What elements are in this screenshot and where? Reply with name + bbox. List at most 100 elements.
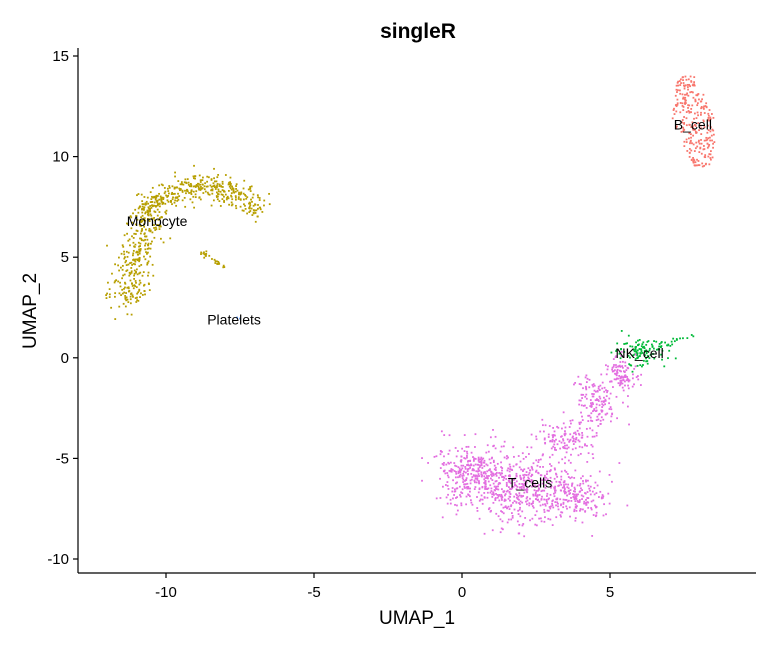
- B_cell-point: [700, 111, 702, 114]
- Monocyte-point: [144, 244, 146, 247]
- T_cells-point: [440, 430, 443, 433]
- T_cells-point: [452, 479, 454, 482]
- T_cells-point: [510, 512, 513, 514]
- T_cells-point: [518, 502, 520, 504]
- T_cells-point: [560, 511, 563, 514]
- T_cells-point: [500, 493, 503, 496]
- NK_cell-point: [660, 353, 663, 356]
- Monocyte-point: [227, 197, 230, 200]
- T_cells-point: [435, 497, 438, 500]
- T_cells-point: [455, 471, 457, 473]
- B_cell-point: [694, 125, 697, 127]
- T_cells-point: [527, 476, 530, 479]
- Monocyte-point: [142, 223, 145, 226]
- B_cell-point: [683, 128, 686, 131]
- T_cells-point: [513, 481, 516, 484]
- T_cells-point: [585, 393, 588, 396]
- T_cells-point: [477, 463, 480, 466]
- B_cell-point: [687, 104, 689, 107]
- T_cells-point: [466, 482, 469, 485]
- Monocyte-point: [169, 237, 172, 240]
- Monocyte-point: [153, 201, 156, 204]
- B_cell-point: [702, 145, 705, 147]
- NK_cell-point: [645, 350, 648, 353]
- B_cell-point: [673, 113, 676, 115]
- T_cells-point: [538, 517, 541, 520]
- T_cells-point: [544, 424, 547, 427]
- Monocyte-point: [168, 185, 171, 187]
- T_cells-point: [579, 509, 581, 512]
- T_cells-point: [577, 432, 580, 435]
- T_cells-point: [466, 456, 468, 459]
- B_cell-point: [704, 154, 707, 157]
- T_cells-point: [536, 494, 539, 497]
- Monocyte-point: [136, 194, 138, 197]
- T_cells-point: [554, 489, 556, 492]
- T_cells-point: [582, 480, 584, 482]
- T_cells-point: [572, 435, 574, 438]
- B_cell-point: [686, 86, 689, 88]
- T_cells-point: [469, 499, 472, 502]
- T_cells-point: [439, 477, 441, 480]
- T_cells-point: [581, 415, 583, 418]
- T_cells-point: [497, 483, 500, 486]
- Monocyte-point: [140, 230, 143, 233]
- T_cells-point: [467, 445, 470, 448]
- Monocyte-point: [134, 280, 137, 282]
- Monocyte-point: [203, 253, 206, 256]
- Monocyte-point: [147, 210, 150, 213]
- Monocyte-point: [154, 197, 157, 200]
- Monocyte-point: [248, 207, 251, 210]
- T_cells-point: [575, 509, 578, 512]
- Monocyte-point: [238, 191, 240, 194]
- T_cells-point: [615, 366, 618, 369]
- Monocyte-point: [230, 204, 233, 207]
- T_cells-point: [584, 444, 586, 447]
- T_cells-point: [491, 496, 494, 498]
- T_cells-point: [574, 381, 577, 384]
- Monocyte-point: [268, 203, 271, 206]
- Monocyte-point: [227, 183, 230, 186]
- Monocyte-point: [191, 201, 194, 204]
- NK_cell-point: [652, 353, 654, 355]
- Monocyte-point: [183, 196, 186, 199]
- T_cells-point: [492, 428, 494, 431]
- NK_cell-point: [660, 341, 663, 343]
- NK_cell-point: [635, 351, 638, 354]
- Monocyte-point: [146, 209, 149, 212]
- T_cells-point: [581, 446, 584, 449]
- T_cells-point: [495, 512, 498, 515]
- T_cells-point: [508, 479, 511, 482]
- Monocyte-point: [203, 185, 206, 188]
- T_cells-point: [585, 479, 587, 482]
- T_cells-point: [593, 408, 596, 410]
- Monocyte-point: [190, 185, 193, 188]
- Monocyte-point: [152, 274, 155, 277]
- T_cells-point: [460, 502, 463, 505]
- T_cells-point: [600, 409, 603, 412]
- T_cells-point: [590, 404, 593, 406]
- Monocyte-point: [128, 274, 131, 277]
- T_cells-point: [501, 467, 504, 470]
- T_cells-point: [540, 498, 543, 501]
- T_cells-point: [569, 461, 572, 464]
- T_cells-point: [440, 451, 443, 453]
- NK_cell-point: [648, 347, 651, 350]
- T_cells-point: [478, 499, 481, 502]
- T_cells-point: [566, 494, 568, 497]
- Monocyte-point: [199, 183, 202, 186]
- B_cell-point: [694, 124, 697, 126]
- B_cell-point: [683, 87, 686, 90]
- Monocyte-point: [134, 243, 137, 246]
- T_cells-point: [619, 380, 622, 382]
- Monocyte-point: [140, 216, 143, 219]
- T_cells-point: [574, 519, 577, 522]
- T_cells-point: [587, 414, 590, 417]
- T_cells-point: [479, 458, 482, 461]
- T_cells-point: [554, 434, 556, 437]
- T_cells-point: [590, 405, 593, 408]
- T_cells-point: [458, 467, 461, 470]
- T_cells-point: [513, 478, 516, 480]
- T_cells-point: [519, 460, 522, 463]
- T_cells-point: [600, 496, 603, 499]
